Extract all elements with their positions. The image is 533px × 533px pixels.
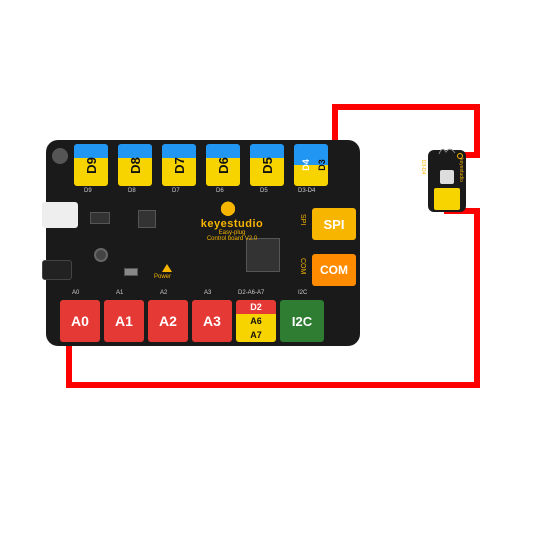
- usb-port: [42, 202, 78, 228]
- port-d2: D2: [236, 300, 276, 314]
- sensor-module: keyestudio D3-D4: [428, 150, 466, 212]
- wire-seg-7: [66, 382, 480, 388]
- power-label: Power: [154, 274, 171, 280]
- tiny-d2a6a7: D2-A6-A7: [238, 290, 264, 296]
- tiny-d6: D6: [216, 188, 224, 194]
- port-a2: A2: [148, 300, 188, 342]
- port-d8: D8: [118, 144, 152, 186]
- bug-icon: [220, 200, 236, 216]
- module-side-label: keyestudio: [458, 158, 464, 182]
- port-a3: A3: [192, 300, 232, 342]
- port-d5-label: D5: [260, 157, 275, 174]
- com-side-label: COM: [299, 258, 306, 274]
- port-a0-label: A0: [71, 313, 89, 329]
- tiny-a3: A3: [204, 290, 211, 296]
- port-a1-label: A1: [115, 313, 133, 329]
- port-d7-label: D7: [172, 157, 187, 174]
- brand-block: keyestudio Easy-plug Control board V2.0: [192, 218, 272, 242]
- tiny-a2: A2: [160, 290, 167, 296]
- regulator: [90, 212, 110, 224]
- tiny-d3d4: D3-D4: [298, 188, 315, 194]
- port-d7: D7: [162, 144, 196, 186]
- main-mcu-chip: [246, 238, 280, 272]
- port-a1: A1: [104, 300, 144, 342]
- port-d5: D5: [250, 144, 284, 186]
- port-a6-label: A6: [250, 316, 262, 326]
- port-d8-label: D8: [128, 157, 143, 174]
- port-a2-label: A2: [159, 313, 177, 329]
- port-d8-upper: [118, 144, 152, 158]
- port-a6: A6: [236, 314, 276, 328]
- port-d2-label: D2: [250, 302, 262, 312]
- tiny-d9: D9: [84, 188, 92, 194]
- port-d6-upper: [206, 144, 240, 158]
- port-a0: A0: [60, 300, 100, 342]
- port-d7-upper: [162, 144, 196, 158]
- brand-sub2: Control board V2.0: [192, 236, 272, 242]
- port-com: COM: [312, 254, 356, 286]
- port-d4-label: D4: [301, 159, 311, 171]
- port-d3d4: D4 D3: [294, 144, 328, 186]
- port-d5-upper: [250, 144, 284, 158]
- port-com-label: COM: [320, 263, 348, 277]
- diagram-canvas: D9 D8 D7 D6 D5 D4 D: [0, 0, 533, 533]
- crystal: [124, 268, 138, 276]
- port-d9-upper: [74, 144, 108, 158]
- wire-seg-2: [332, 104, 480, 110]
- port-a7: A7: [236, 328, 276, 342]
- port-spi-label: SPI: [324, 217, 345, 232]
- port-a7-label: A7: [250, 330, 262, 340]
- port-i2c: I2C: [280, 300, 324, 342]
- port-d6: D6: [206, 144, 240, 186]
- wire-seg-8: [66, 344, 72, 388]
- power-jack: [42, 260, 72, 280]
- module-pin-label: D3-D4: [420, 160, 426, 174]
- control-board: D9 D8 D7 D6 D5 D4 D: [46, 140, 360, 346]
- module-connector: [434, 188, 460, 210]
- wire-seg-3: [474, 104, 480, 158]
- port-i2c-label: I2C: [292, 314, 312, 329]
- tiny-d7: D7: [172, 188, 180, 194]
- small-chip-1: [138, 210, 156, 228]
- antenna-icon: [438, 145, 456, 155]
- port-d6-label: D6: [216, 157, 231, 174]
- port-d9: D9: [74, 144, 108, 186]
- tiny-a1: A1: [116, 290, 123, 296]
- power-led: [162, 264, 172, 272]
- mic-component: [52, 148, 68, 164]
- tiny-i2c: I2C: [298, 290, 307, 296]
- wire-seg-6: [474, 208, 480, 388]
- tiny-d8: D8: [128, 188, 136, 194]
- port-a3-label: A3: [203, 313, 221, 329]
- tiny-d5: D5: [260, 188, 268, 194]
- port-spi: SPI: [312, 208, 356, 240]
- reset-button: [94, 248, 108, 262]
- port-d3-label: D3: [317, 159, 327, 171]
- spi-side-label: SPI: [299, 214, 306, 225]
- port-d2a6a7: D2 A6 A7: [236, 300, 276, 342]
- module-squiggle: [438, 142, 456, 152]
- port-d9-label: D9: [84, 157, 99, 174]
- module-chip: [440, 170, 454, 184]
- tiny-a0: A0: [72, 290, 79, 296]
- brand-title: keyestudio: [192, 218, 272, 230]
